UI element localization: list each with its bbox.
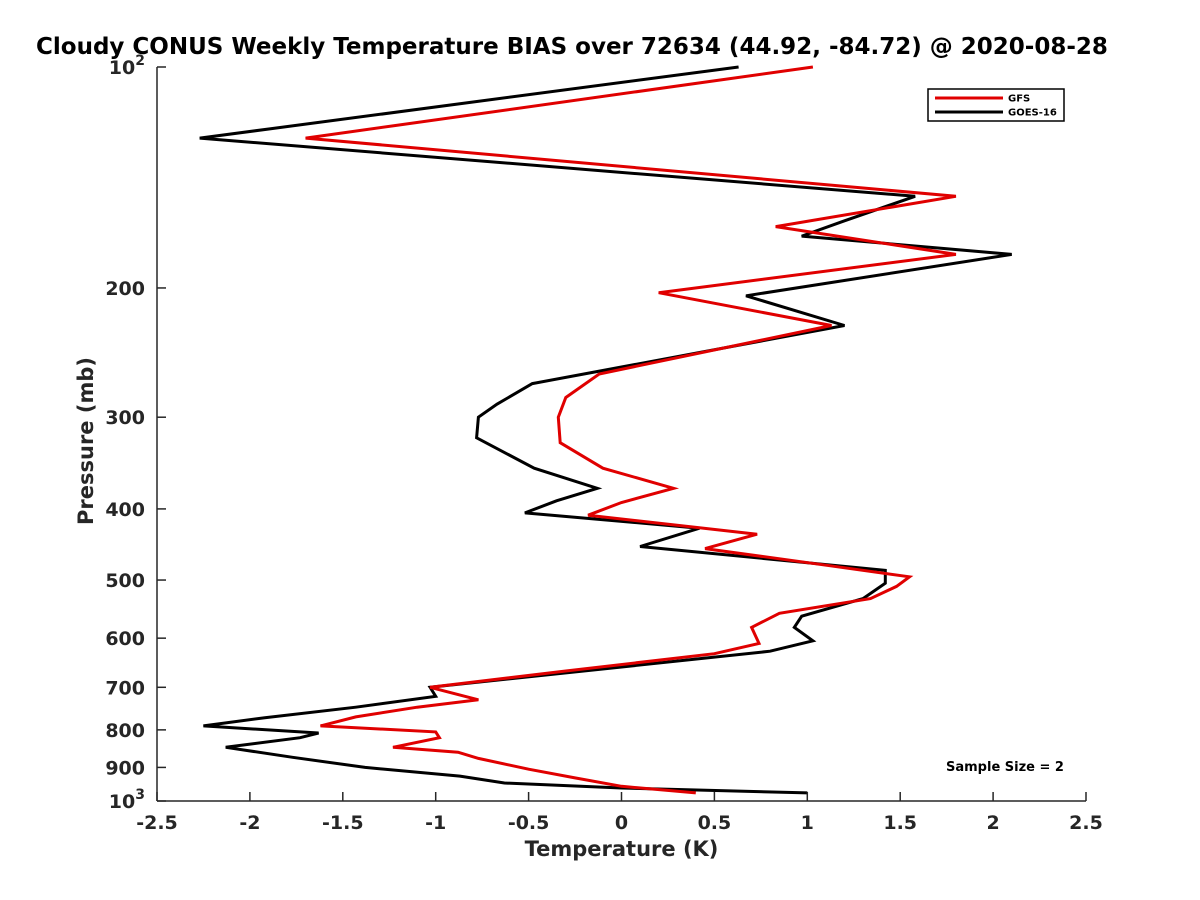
x-axis-label: Temperature (K) [525,837,719,861]
y-axis-label: Pressure (mb) [74,357,98,525]
plot-area: -2.5 -2 -1.5 -1 -0.5 0 0.5 1 1.5 2 2.5 102 200 300 40… [105,53,1103,834]
plot-background [157,67,1086,801]
y-tick-label: 200 [105,278,145,300]
y-tick-label: 800 [105,720,145,742]
y-tick-label: 103 [109,787,145,813]
y-tick-label: 400 [105,499,145,521]
series-layer [199,65,1012,795]
y-tick-label: 700 [105,677,145,699]
x-tick-label: -0.5 [508,812,550,834]
x-tick-label: 1 [801,812,814,834]
sample-size-annotation: Sample Size = 2 [946,760,1064,775]
chart-title: Cloudy CONUS Weekly Temperature BIAS ove… [36,34,1108,60]
x-axis-ticks: -2.5 -2 -1.5 -1 -0.5 0 0.5 1 1.5 2 2.5 [136,792,1103,834]
x-tick-label: 2 [986,812,999,834]
x-tick-label: 2.5 [1069,812,1103,834]
x-tick-label: -1 [425,812,446,834]
legend-items: GFS GOES-16 [935,94,1057,119]
y-tick-label: 600 [105,628,145,650]
series-line-goes-16 [199,65,1012,795]
x-tick-label: 0 [615,812,628,834]
y-tick-label: 500 [105,570,145,592]
x-tick-label: -1.5 [322,812,364,834]
legend-label-gfs: GFS [1008,94,1030,105]
legend: GFS GOES-16 [927,88,1065,122]
x-tick-label: 0.5 [698,812,732,834]
y-tick-label: 900 [105,757,145,779]
legend-box [927,88,1065,122]
y-tick-label: 300 [105,407,145,429]
x-tick-label: 1.5 [883,812,917,834]
series-line-gfs [305,65,957,795]
legend-label-goes-16: GOES-16 [1008,108,1057,119]
y-tick-label: 102 [109,53,145,79]
x-tick-label: -2.5 [136,812,178,834]
x-tick-label: -2 [239,812,260,834]
y-axis-ticks: 102 200 300 400 500 600 700 800 900 103 [105,53,166,813]
